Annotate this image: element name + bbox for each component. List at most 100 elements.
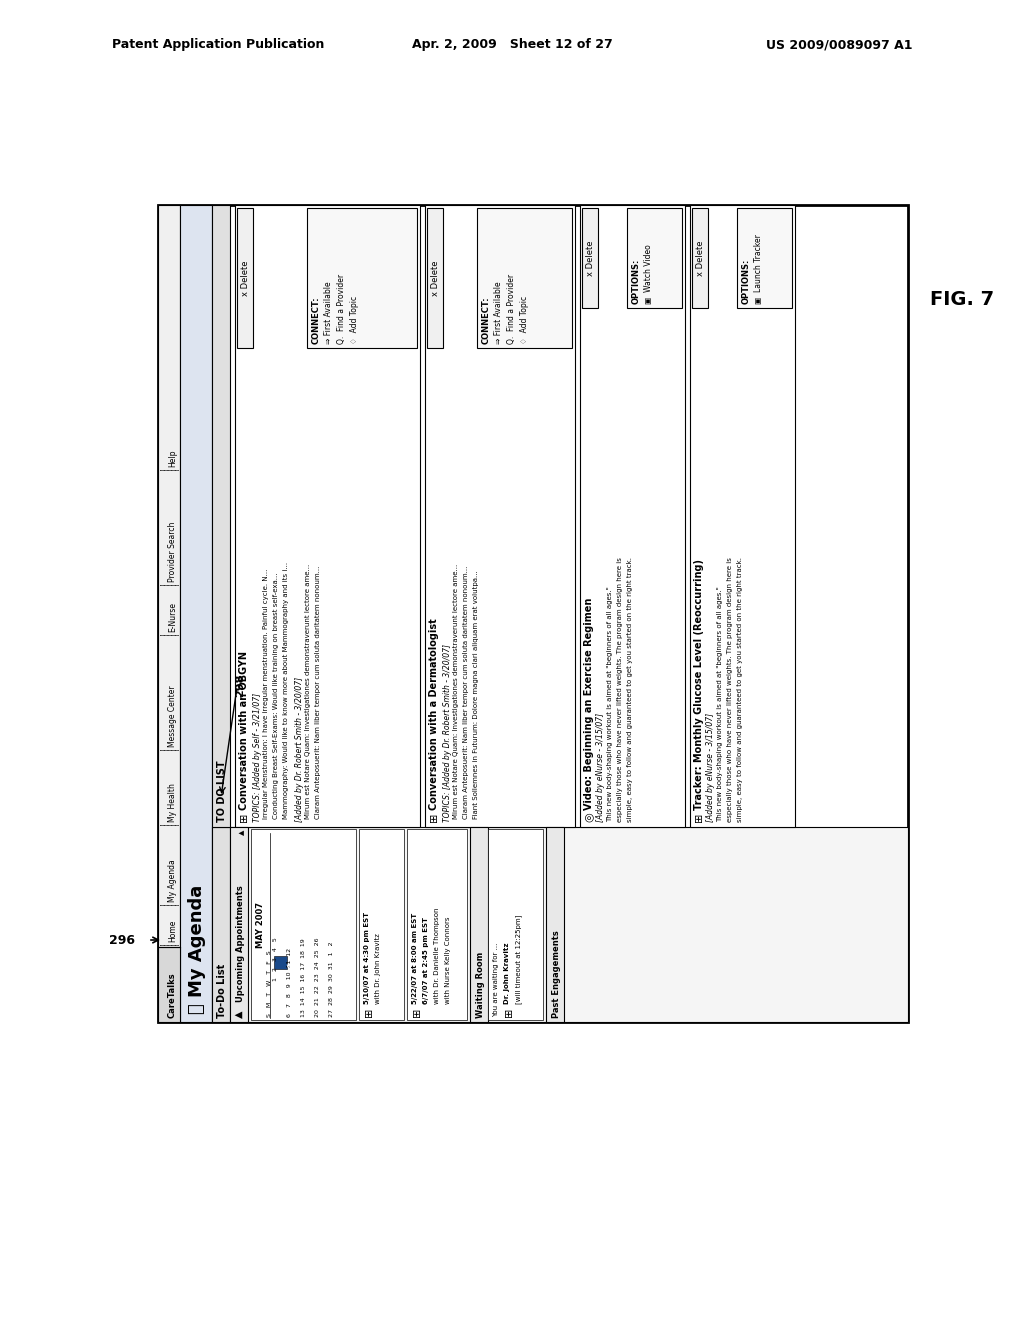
Text: CareTalks: CareTalks — [168, 973, 177, 1018]
Text: Help: Help — [168, 450, 177, 467]
Text: ⇒ First Available: ⇒ First Available — [324, 281, 333, 345]
Text: 296: 296 — [109, 933, 135, 946]
Text: ⊞: ⊞ — [364, 1007, 374, 1016]
Text: [Added by eNurse - 3/15/07]: [Added by eNurse - 3/15/07] — [706, 713, 715, 822]
Text: 298: 298 — [234, 673, 245, 697]
Polygon shape — [407, 829, 467, 1020]
Text: especially those who have never lifted weights. The program design here is: especially those who have never lifted w… — [617, 557, 623, 822]
Text: Home: Home — [168, 920, 177, 942]
Text: ⊞: ⊞ — [694, 813, 705, 822]
Polygon shape — [212, 205, 230, 828]
Text: MAY 2007: MAY 2007 — [256, 902, 265, 948]
Text: My Health: My Health — [168, 783, 177, 822]
Text: OPTIONS:: OPTIONS: — [632, 259, 641, 304]
Polygon shape — [692, 209, 708, 308]
Text: Apr. 2, 2009   Sheet 12 of 27: Apr. 2, 2009 Sheet 12 of 27 — [412, 38, 612, 51]
Text: Mammography: Would like to know more about Mammography and its i...: Mammography: Would like to know more abo… — [283, 562, 289, 818]
Polygon shape — [158, 946, 180, 1022]
Text: ♢  Add Topic: ♢ Add Topic — [350, 296, 359, 345]
Text: 9: 9 — [288, 962, 293, 968]
Text: 5/10/07 at 4:30 pm EST: 5/10/07 at 4:30 pm EST — [364, 912, 370, 1005]
Polygon shape — [580, 205, 685, 828]
Text: TOPICS: [Added by Self - 3/21/07]: TOPICS: [Added by Self - 3/21/07] — [253, 693, 262, 822]
Polygon shape — [425, 205, 575, 828]
Text: [will timeout at 12:25pm]: [will timeout at 12:25pm] — [515, 915, 522, 1005]
Text: You are waiting for ...: You are waiting for ... — [493, 942, 499, 1016]
Text: ⊞: ⊞ — [412, 1007, 422, 1016]
Text: Mirum est Notare Quam: Investigationes demonstraverunt lectore ame...: Mirum est Notare Quam: Investigationes d… — [453, 564, 459, 818]
Polygon shape — [237, 209, 253, 348]
Text: Conversation with an OBGYN: Conversation with an OBGYN — [239, 651, 249, 810]
Text: CONNECT:: CONNECT: — [482, 297, 490, 345]
Text: Provider Search: Provider Search — [168, 521, 177, 582]
Text: ▣  Watch Video: ▣ Watch Video — [644, 244, 653, 304]
Polygon shape — [470, 828, 488, 1022]
Polygon shape — [158, 205, 180, 1022]
Text: US 2009/0089097 A1: US 2009/0089097 A1 — [766, 38, 912, 51]
Text: My Agenda: My Agenda — [168, 859, 177, 902]
Polygon shape — [212, 828, 230, 1022]
Polygon shape — [251, 829, 356, 1020]
Text: ⊞: ⊞ — [429, 813, 439, 822]
Text: 6/7/07 at 2:45 pm EST: 6/7/07 at 2:45 pm EST — [423, 917, 429, 1005]
Text: E-Nurse: E-Nurse — [168, 602, 177, 632]
Text: 1   2   3   4   5: 1 2 3 4 5 — [273, 937, 278, 1016]
Text: [Added by eNurse - 3/15/07]: [Added by eNurse - 3/15/07] — [596, 713, 605, 822]
Text: ⊞: ⊞ — [504, 1007, 514, 1016]
Text: FIG. 7: FIG. 7 — [930, 290, 994, 309]
Polygon shape — [274, 956, 287, 969]
Text: x Delete: x Delete — [431, 260, 440, 296]
Polygon shape — [627, 209, 682, 308]
Text: simple, easy to follow and guaranteed to get you started on the right track.: simple, easy to follow and guaranteed to… — [737, 557, 743, 822]
Polygon shape — [212, 828, 908, 1022]
Text: [Added by Dr. Robert Smith - 3/20/07]: [Added by Dr. Robert Smith - 3/20/07] — [295, 677, 304, 822]
Text: ▲: ▲ — [239, 830, 245, 836]
Text: ▣  Launch Tracker: ▣ Launch Tracker — [754, 234, 763, 304]
Polygon shape — [158, 205, 908, 1022]
Polygon shape — [427, 209, 443, 348]
Polygon shape — [690, 205, 795, 828]
Text: x Delete: x Delete — [241, 260, 250, 296]
Text: ♢  Add Topic: ♢ Add Topic — [520, 296, 529, 345]
Text: with Nurse Kelly Connors: with Nurse Kelly Connors — [445, 916, 451, 1005]
Polygon shape — [234, 205, 420, 828]
Text: ◎: ◎ — [584, 812, 594, 822]
Text: Claram Anteposuerit: Nam liber tempor cum soluta daritatem nonoum...: Claram Anteposuerit: Nam liber tempor cu… — [315, 566, 321, 818]
Text: Ⓒ My Agenda: Ⓒ My Agenda — [188, 884, 206, 1014]
Text: Upcoming Appointments: Upcoming Appointments — [236, 886, 245, 1002]
Polygon shape — [230, 828, 248, 1022]
Text: This new body-shaping workout is aimed at "beginners of all ages.": This new body-shaping workout is aimed a… — [717, 586, 723, 822]
Text: Past Engagements: Past Engagements — [552, 931, 561, 1018]
Polygon shape — [359, 829, 404, 1020]
Text: Tracker: Monthly Glucose Level (Reoccurring): Tracker: Monthly Glucose Level (Reoccurr… — [694, 558, 705, 810]
Text: Claram Anteposuerit: Nam liber tempor cum soluta daritatem nonoum...: Claram Anteposuerit: Nam liber tempor cu… — [463, 566, 469, 818]
Text: This new body-shaping workout is aimed at "beginners of all ages.": This new body-shaping workout is aimed a… — [607, 586, 613, 822]
Text: To-Do List: To-Do List — [217, 964, 227, 1018]
Text: Conversation with a Dermatologist: Conversation with a Dermatologist — [429, 618, 439, 810]
Text: 6   7   8   9  10  11  12: 6 7 8 9 10 11 12 — [287, 948, 292, 1016]
Text: Message Center: Message Center — [168, 685, 177, 747]
Text: Waiting Room: Waiting Room — [476, 952, 485, 1018]
Text: Conducting Breast Self-Exams: Would like training on breast self-exa...: Conducting Breast Self-Exams: Would like… — [273, 573, 279, 818]
Polygon shape — [307, 209, 417, 348]
Text: simple, easy to follow and guaranteed to get you started on the right track.: simple, easy to follow and guaranteed to… — [627, 557, 633, 822]
Text: 20  21  22  23  24  25  26: 20 21 22 23 24 25 26 — [315, 937, 319, 1016]
Text: TOPICS: [Added by Dr. Robert Smith - 3/20/07]: TOPICS: [Added by Dr. Robert Smith - 3/2… — [443, 644, 452, 822]
Text: Q.  Find a Provider: Q. Find a Provider — [337, 273, 346, 345]
Text: 27  28  29  30  31   1   2: 27 28 29 30 31 1 2 — [329, 941, 334, 1016]
Text: 13  14  15  16  17  18  19: 13 14 15 16 17 18 19 — [301, 939, 306, 1016]
Text: Q.  Find a Provider: Q. Find a Provider — [507, 273, 516, 345]
Text: especially those who have never lifted weights. The program design here is: especially those who have never lifted w… — [727, 557, 733, 822]
Text: Video: Beginning an Exercise Regimen: Video: Beginning an Exercise Regimen — [584, 598, 594, 810]
Polygon shape — [477, 209, 572, 348]
Text: 5/22/07 at 8:00 am EST: 5/22/07 at 8:00 am EST — [412, 912, 418, 1005]
Text: Dr. John Kravitz: Dr. John Kravitz — [504, 942, 510, 1005]
Polygon shape — [546, 828, 564, 1022]
Text: S   M   T   W   T   F   S: S M T W T F S — [267, 950, 272, 1016]
Text: x Delete: x Delete — [696, 240, 705, 276]
Text: ⇒ First Available: ⇒ First Available — [494, 281, 503, 345]
Text: OPTIONS:: OPTIONS: — [742, 259, 751, 304]
Polygon shape — [737, 209, 792, 308]
Text: Fiant Sollemnes in Futurum: Dolore magna clari aliquam erat volutpa...: Fiant Sollemnes in Futurum: Dolore magna… — [473, 570, 479, 818]
Text: Mirum est Notare Quam: Investigationes demonstraverunt lectore ame...: Mirum est Notare Quam: Investigationes d… — [305, 564, 311, 818]
